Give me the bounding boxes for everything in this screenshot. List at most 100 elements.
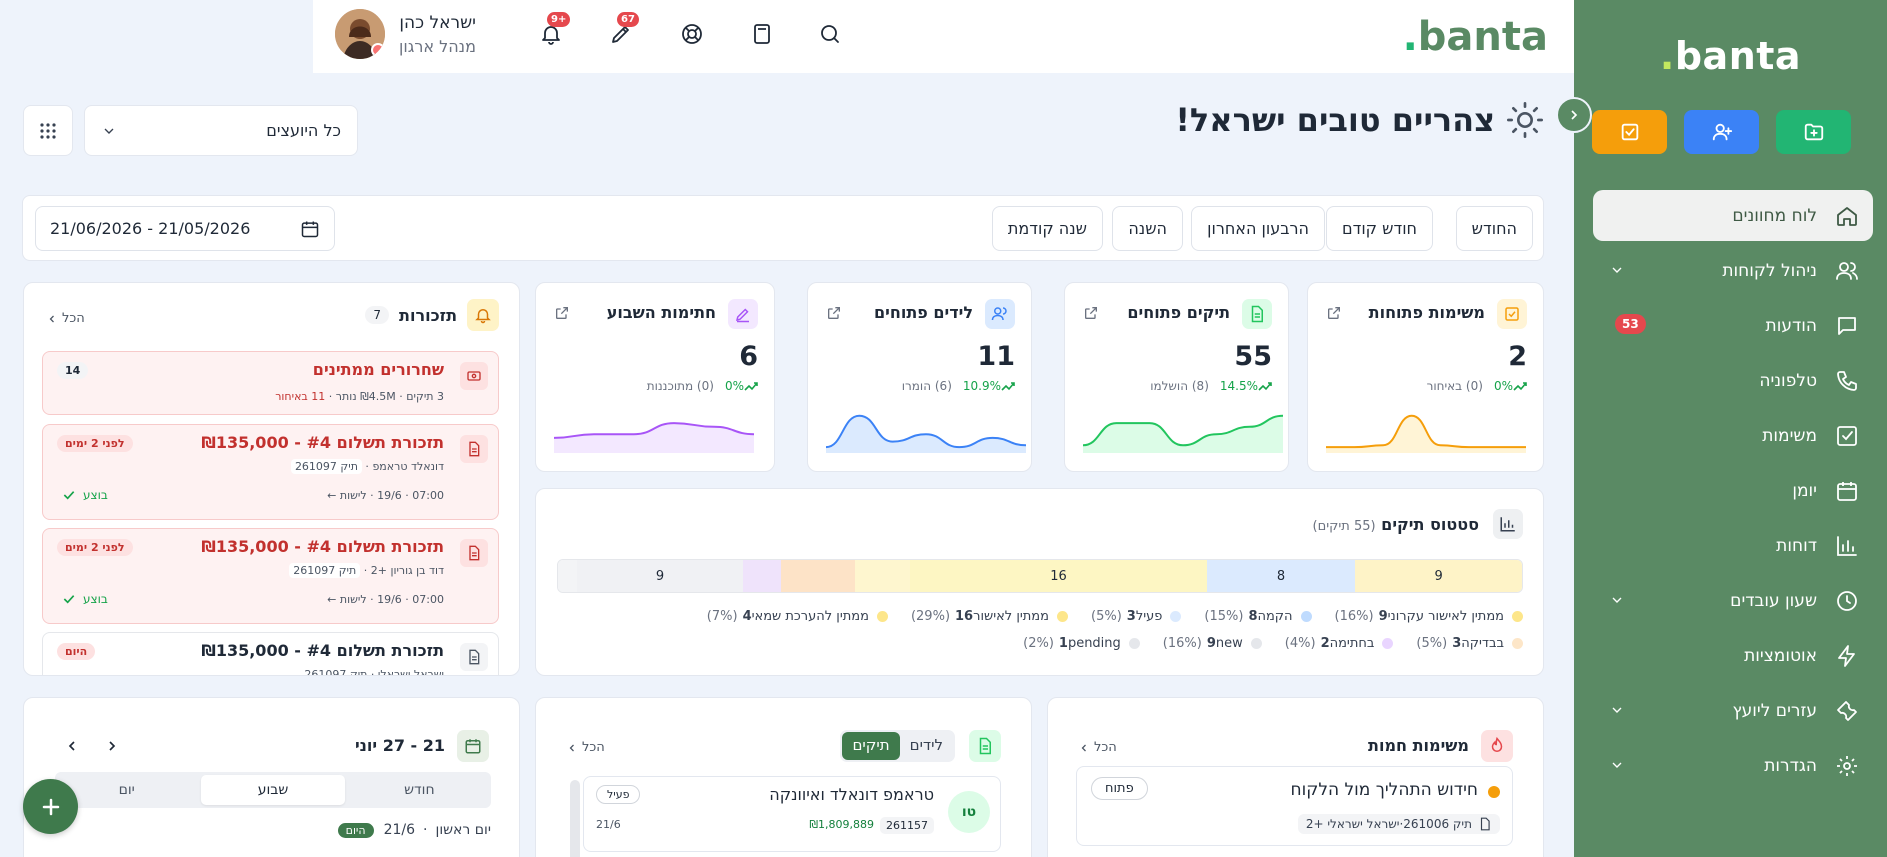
sidebar-item-messages[interactable]: הודעות 53 <box>1593 300 1873 351</box>
files-view-all[interactable]: הכל <box>566 740 605 755</box>
external-link-icon[interactable] <box>1326 305 1342 321</box>
file-status-bar: 9 8 16 9 <box>557 559 1523 593</box>
filter-last-month[interactable]: חודש קודם <box>1325 206 1433 251</box>
sidebar-item-label: עזרים ליועץ <box>1732 700 1817 721</box>
legend-item[interactable]: בחתימה 2 (4%) <box>1280 636 1394 651</box>
tab-week[interactable]: שבוע <box>201 775 345 805</box>
legend-pct: (16%) <box>1162 636 1202 651</box>
hot-tasks-view-all[interactable]: הכל <box>1078 740 1117 755</box>
status-segment[interactable]: 16 <box>910 560 1207 592</box>
advisors-select[interactable]: כל היועצים <box>84 105 358 156</box>
sidebar-logo[interactable]: banta. <box>1659 34 1802 78</box>
scrollbar[interactable] <box>570 780 580 857</box>
add-fab-button[interactable] <box>23 779 78 834</box>
status-segment[interactable] <box>743 560 781 592</box>
legend-item[interactable]: ממתין לאישור עקרוני 9 (16%) <box>1330 609 1523 624</box>
stat-card-open-files[interactable]: תיקים פתוחים 55 14.5% (8) הושלמו <box>1064 282 1289 472</box>
chevron-right-icon[interactable] <box>104 738 120 754</box>
stat-sub: 0% (0) מתוכננות <box>647 379 758 393</box>
legend-item[interactable]: הקמה 8 (15%) <box>1199 609 1312 624</box>
legend-item[interactable]: new 9 (16%) <box>1158 636 1262 651</box>
filter-last-quarter[interactable]: הרבעון האחרון <box>1191 206 1325 251</box>
top-logo[interactable]: banta. <box>1402 14 1548 60</box>
legend-item[interactable]: בבדיקה 3 (5%) <box>1411 636 1523 651</box>
check-icon <box>63 491 75 500</box>
file-item[interactable]: טו טראמפ דונאלד ואיוונקה פעיל 261157 ₪1,… <box>583 776 1001 852</box>
stat-title: משימות פתוחות <box>1368 303 1485 322</box>
sidebar-item-label: דוחות <box>1776 535 1817 556</box>
chevron-right-icon <box>1571 110 1578 120</box>
legend-label: pending <box>1067 636 1121 651</box>
sidebar-item-advisor-tools[interactable]: עזרים ליועץ <box>1593 685 1873 736</box>
reminder-item[interactable]: תזכורת תשלום #4 - ₪135,000 דוד בן גוריון… <box>42 528 499 624</box>
reminder-item[interactable]: תזכורת תשלום #4 - ₪135,000 דונאלד טראמפ … <box>42 424 499 520</box>
filter-this-year[interactable]: השנה <box>1112 206 1183 251</box>
status-segment[interactable] <box>780 560 855 592</box>
sparkline-line <box>1326 414 1526 449</box>
widgets-grid-button[interactable] <box>23 105 73 156</box>
filter-last-year[interactable]: שנה קודמת <box>991 206 1103 251</box>
status-segment[interactable]: 8 <box>1206 560 1356 592</box>
external-link-icon[interactable] <box>1083 305 1099 321</box>
messages-count-badge: 53 <box>1615 314 1646 334</box>
reminder-item[interactable]: תזכורת תשלום #4 - ₪135,000 ישראל ישראלי … <box>42 632 499 675</box>
stat-title: תיקים פתוחים <box>1127 303 1230 322</box>
notifications-button[interactable]: +9 <box>539 12 571 46</box>
sidebar-item-timeclock[interactable]: שעון עובדים <box>1593 575 1873 626</box>
sidebar-item-settings[interactable]: הגדרות <box>1593 740 1873 791</box>
sidebar-item-tasks[interactable]: משימות <box>1593 410 1873 461</box>
sparkline <box>826 414 1026 453</box>
external-link-icon[interactable] <box>826 305 842 321</box>
new-task-button[interactable] <box>1592 110 1667 154</box>
search-button[interactable] <box>818 22 842 46</box>
tab-month[interactable]: חודש <box>404 782 435 798</box>
legend-item[interactable]: pending 1 (2%) <box>1018 636 1140 651</box>
tab-leads[interactable]: לידים <box>909 736 943 754</box>
calendar-icon <box>301 221 319 237</box>
stat-card-open-tasks[interactable]: משימות פתוחות 2 0% (0) באיחור <box>1307 282 1544 472</box>
reminder-done-status[interactable]: בוצע <box>61 591 108 607</box>
new-lead-button[interactable] <box>1684 110 1759 154</box>
reminders-view-all[interactable]: הכל <box>46 311 85 326</box>
hot-task-item[interactable]: חידוש התהליך מול הלקוח פתוח תיק 261006 ·… <box>1076 766 1513 846</box>
stat-value: 6 <box>739 341 758 372</box>
sidebar-item-label: יומן <box>1792 480 1817 501</box>
legend-dot <box>1170 611 1182 622</box>
stat-card-open-leads[interactable]: לידים פתוחים 11 10.9% (6) הומרו <box>807 282 1032 472</box>
hot-task-title: חידוש התהליך מול הלקוח <box>1290 780 1478 800</box>
messages-button[interactable]: 67 <box>609 12 639 46</box>
calculator-button[interactable] <box>750 22 774 46</box>
reminder-done-status[interactable]: בוצע <box>61 487 108 503</box>
sidebar-item-telephony[interactable]: טלפוניה <box>1593 355 1873 406</box>
status-segment[interactable]: 9 <box>576 560 744 592</box>
tab-day[interactable]: יום <box>118 782 135 798</box>
date-range-picker[interactable]: 21/05/2026 - 21/06/2026 <box>35 206 335 251</box>
sidebar-collapse-button[interactable] <box>1556 97 1592 133</box>
sidebar-item-clients[interactable]: ניהול לקוחות <box>1593 245 1873 296</box>
chevron-left-icon[interactable] <box>64 738 80 754</box>
legend-item[interactable]: פעיל 3 (5%) <box>1086 609 1182 624</box>
legend-dot <box>1250 638 1262 649</box>
legend-item[interactable]: ממתין להערכת שמאי 4 (7%) <box>702 609 888 624</box>
status-segment[interactable]: 9 <box>1355 560 1522 592</box>
day-date: 21/6 <box>383 822 416 838</box>
sidebar-item-automations[interactable]: אוטומציות <box>1593 630 1873 681</box>
support-button[interactable] <box>680 22 704 46</box>
external-link-icon[interactable] <box>554 305 570 321</box>
new-file-button[interactable] <box>1776 110 1851 154</box>
status-segment[interactable] <box>558 560 577 592</box>
status-segment[interactable] <box>854 560 911 592</box>
sidebar-item-reports[interactable]: דוחות <box>1593 520 1873 571</box>
sidebar-item-dashboard[interactable]: לוח מחוונים <box>1593 190 1873 241</box>
chevron-left-icon <box>49 315 54 322</box>
legend-item[interactable]: ממתין לאישור 16 (29%) <box>906 609 1068 624</box>
filter-this-month[interactable]: החודש <box>1455 206 1533 251</box>
user-menu[interactable]: ישראל כהן מנהל ארגון <box>335 9 476 59</box>
sidebar-item-calendar[interactable]: יומן <box>1593 465 1873 516</box>
date-range-value: 21/05/2026 - 21/06/2026 <box>50 219 251 238</box>
stat-card-signatures[interactable]: חתימות השבוע 6 0% (0) מתוכננות <box>535 282 775 472</box>
greeting-text: צהריים טובים ישראל! <box>1175 101 1495 139</box>
pending-releases[interactable]: שחרורים ממתינים 3 תיקים · ₪4.5M נותר · 1… <box>42 351 499 415</box>
clock-icon <box>1837 590 1857 611</box>
tab-files[interactable]: תיקים <box>842 732 900 760</box>
